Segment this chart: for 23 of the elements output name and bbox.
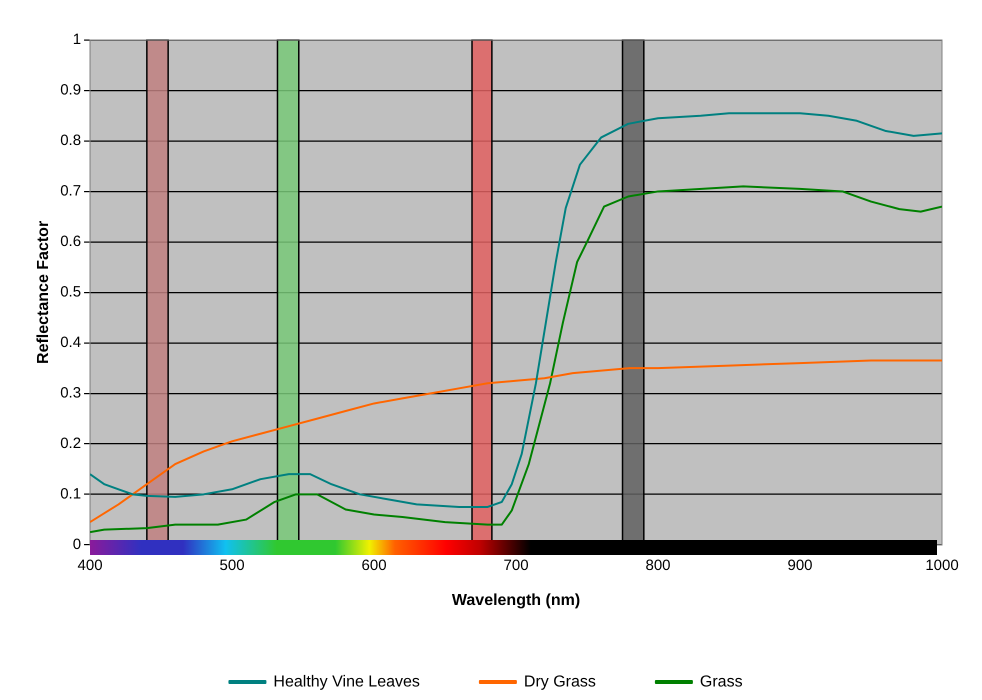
y-tick-label: 0.5 (60, 284, 82, 301)
legend-label: Healthy Vine Leaves (273, 673, 420, 690)
x-tick-label: 900 (787, 556, 813, 574)
x-tick-label: 700 (504, 556, 529, 574)
y-tick-label: 0.3 (60, 384, 82, 402)
y-tick-label: 1 (72, 31, 82, 48)
x-tick-label: 600 (362, 556, 387, 574)
x-tick-label: 1000 (925, 556, 959, 574)
y-tick-label: 0.7 (60, 182, 82, 200)
legend-label: Grass (700, 673, 743, 690)
y-tick-label: 0.8 (60, 132, 82, 150)
x-axis-title: Wavelength (nm) (452, 592, 580, 609)
y-tick-label: 0.9 (60, 82, 82, 99)
y-tick-label: 0 (72, 536, 82, 553)
y-tick-label: 0.1 (60, 485, 82, 502)
y-tick-label: 0.6 (60, 233, 82, 250)
legend-label: Dry Grass (524, 673, 596, 690)
x-tick-label: 400 (78, 556, 103, 574)
x-tick-label: 800 (646, 556, 671, 574)
y-axis-title: Reflectance Factor (35, 220, 52, 364)
y-tick-label: 0.4 (60, 334, 82, 352)
x-tick-label: 500 (220, 556, 245, 574)
y-tick-label: 0.2 (60, 434, 82, 452)
